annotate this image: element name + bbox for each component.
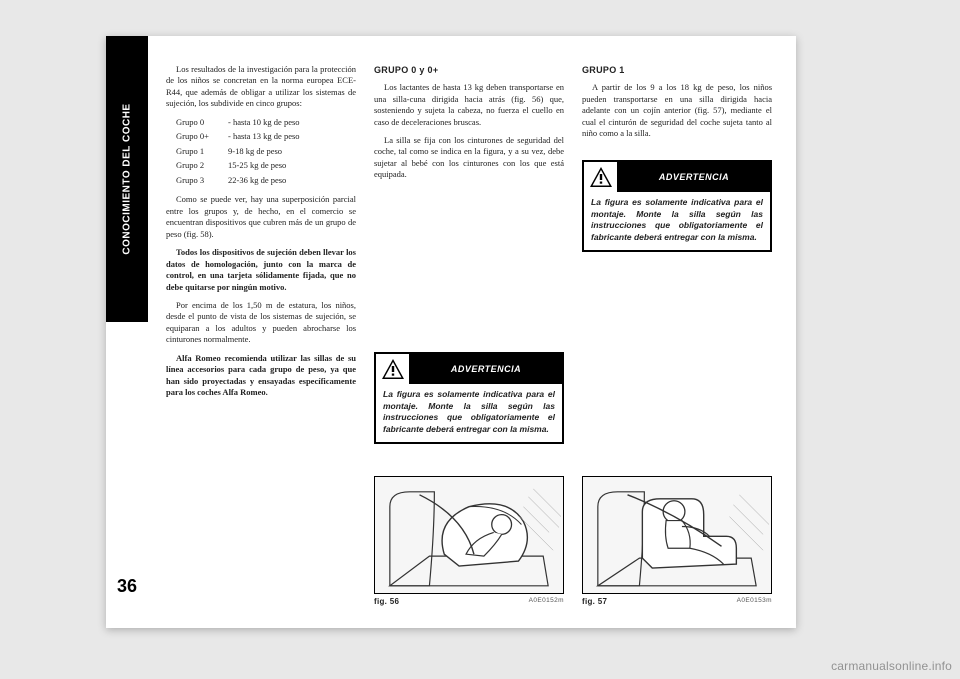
col1-p3: Por encima de los 1,50 m de estatura, lo… bbox=[166, 300, 356, 346]
fig-code: A0E0153m bbox=[737, 597, 772, 606]
warning-header: ADVERTENCIA bbox=[376, 354, 562, 384]
table-row: Grupo 0 - hasta 10 kg de peso bbox=[176, 117, 356, 128]
warning-triangle-icon bbox=[584, 162, 618, 192]
table-row: Grupo 1 9-18 kg de peso bbox=[176, 146, 356, 157]
columns: Los resultados de la investigación para … bbox=[166, 64, 776, 444]
col1-p4: Alfa Romeo recomienda utilizar las silla… bbox=[166, 353, 356, 399]
warning-triangle-icon bbox=[376, 354, 410, 384]
col3-heading: GRUPO 1 bbox=[582, 64, 772, 76]
table-row: Grupo 0+ - hasta 13 kg de peso bbox=[176, 131, 356, 142]
col2-heading: GRUPO 0 y 0+ bbox=[374, 64, 564, 76]
warning-body: La figura es solamente indicativa para e… bbox=[376, 384, 562, 442]
column-1: Los resultados de la investigación para … bbox=[166, 64, 356, 444]
warning-header: ADVERTENCIA bbox=[584, 162, 770, 192]
section-tab-label: CONOCIMIENTO DEL COCHE bbox=[122, 103, 133, 254]
column-3: GRUPO 1 A partir de los 9 a los 18 kg de… bbox=[582, 64, 772, 444]
page-number: 36 bbox=[106, 576, 148, 597]
group-weight: - hasta 10 kg de peso bbox=[228, 117, 356, 128]
figure-56-caption: fig. 56 A0E0152m bbox=[374, 597, 564, 606]
group-weight: 9-18 kg de peso bbox=[228, 146, 356, 157]
group-label: Grupo 2 bbox=[176, 160, 228, 171]
group-weight: - hasta 13 kg de peso bbox=[228, 131, 356, 142]
col2-p2: La silla se fija con los cinturones de s… bbox=[374, 135, 564, 181]
figure-56-illustration bbox=[374, 476, 564, 594]
warning-box: ADVERTENCIA La figura es solamente indic… bbox=[374, 352, 564, 444]
col1-intro: Los resultados de la investigación para … bbox=[166, 64, 356, 110]
figure-57-illustration bbox=[582, 476, 772, 594]
fig-code: A0E0152m bbox=[529, 597, 564, 606]
page-content: Los resultados de la investigación para … bbox=[166, 64, 776, 608]
col1-p2: Todos los dispositivos de sujeción deben… bbox=[166, 247, 356, 293]
watermark: carmanualsonline.info bbox=[831, 659, 952, 673]
table-row: Grupo 3 22-36 kg de peso bbox=[176, 175, 356, 186]
group-weight: 15-25 kg de peso bbox=[228, 160, 356, 171]
fig-label: fig. 57 bbox=[582, 597, 607, 606]
group-label: Grupo 0 bbox=[176, 117, 228, 128]
manual-page: CONOCIMIENTO DEL COCHE 36 Los resultados… bbox=[106, 36, 796, 628]
group-label: Grupo 0+ bbox=[176, 131, 228, 142]
group-label: Grupo 1 bbox=[176, 146, 228, 157]
col2-p1: Los lactantes de hasta 13 kg deben trans… bbox=[374, 82, 564, 128]
figure-56: fig. 56 A0E0152m bbox=[374, 476, 564, 606]
section-tab: CONOCIMIENTO DEL COCHE bbox=[106, 36, 148, 322]
group-weight: 22-36 kg de peso bbox=[228, 175, 356, 186]
warning-title: ADVERTENCIA bbox=[410, 354, 562, 384]
warning-box: ADVERTENCIA La figura es solamente indic… bbox=[582, 160, 772, 252]
col3-p1: A partir de los 9 a los 18 kg de peso, l… bbox=[582, 82, 772, 139]
groups-table: Grupo 0 - hasta 10 kg de peso Grupo 0+ -… bbox=[176, 117, 356, 186]
group-label: Grupo 3 bbox=[176, 175, 228, 186]
fig-label: fig. 56 bbox=[374, 597, 399, 606]
figure-row: fig. 56 A0E0152m bbox=[166, 476, 772, 606]
figure-57: fig. 57 A0E0153m bbox=[582, 476, 772, 606]
warning-title: ADVERTENCIA bbox=[618, 162, 770, 192]
warning-body: La figura es solamente indicativa para e… bbox=[584, 192, 770, 250]
table-row: Grupo 2 15-25 kg de peso bbox=[176, 160, 356, 171]
col1-p1: Como se puede ver, hay una superposición… bbox=[166, 194, 356, 240]
column-2: GRUPO 0 y 0+ Los lactantes de hasta 13 k… bbox=[374, 64, 564, 444]
figure-57-caption: fig. 57 A0E0153m bbox=[582, 597, 772, 606]
